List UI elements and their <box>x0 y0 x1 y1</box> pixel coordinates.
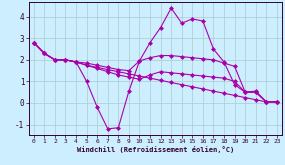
X-axis label: Windchill (Refroidissement éolien,°C): Windchill (Refroidissement éolien,°C) <box>77 146 234 153</box>
